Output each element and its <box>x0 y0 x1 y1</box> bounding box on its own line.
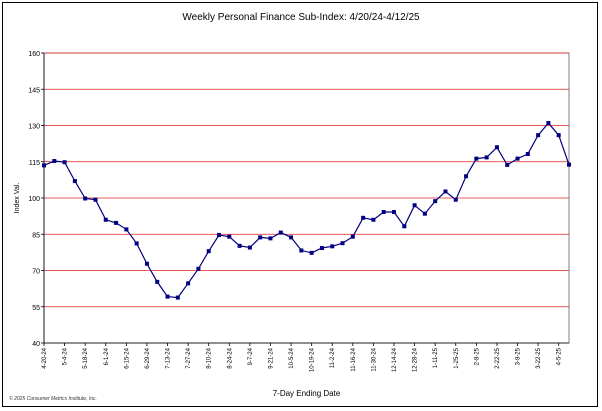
y-tick-label: 100 <box>28 196 40 203</box>
chart-frame: Weekly Personal Finance Sub-Index: 4/20/… <box>2 2 598 407</box>
x-tick-label: 1-25-25 <box>454 347 460 368</box>
data-point <box>556 133 561 138</box>
data-point <box>258 235 263 240</box>
x-tick-label: 10-19-24 <box>310 347 316 372</box>
x-tick-label: 2-22-25 <box>495 347 501 368</box>
data-point <box>268 236 273 241</box>
data-point <box>299 248 304 253</box>
data-point <box>546 121 551 126</box>
x-tick-label: 8-24-24 <box>227 347 233 368</box>
data-point <box>186 281 191 286</box>
data-point <box>206 249 211 254</box>
data-point <box>494 145 499 150</box>
data-point <box>330 244 335 249</box>
data-point <box>392 210 396 215</box>
data-point <box>72 179 77 184</box>
x-tick-label: 11-30-24 <box>371 347 377 371</box>
data-point <box>42 163 46 168</box>
x-tick-label: 9-7-24 <box>248 347 254 365</box>
data-point <box>155 279 160 284</box>
data-point <box>165 294 170 299</box>
data-point <box>402 224 407 229</box>
data-point <box>371 217 376 222</box>
data-point <box>433 199 438 204</box>
x-tick-label: 12-14-24 <box>392 347 398 372</box>
x-tick-label: 3-8-25 <box>516 347 522 365</box>
y-tick-label: 130 <box>28 124 40 131</box>
data-point <box>464 174 469 179</box>
data-point <box>175 295 180 300</box>
data-point <box>515 156 520 161</box>
line-chart: 40 55 70 85 100 115 130 145 160 4-20-24 5-4-24 5-18… <box>14 51 571 398</box>
data-point <box>525 152 530 157</box>
data-point <box>227 234 232 239</box>
x-tick-label: 6-15-24 <box>124 347 130 368</box>
data-point <box>453 197 458 202</box>
data-point <box>319 246 324 251</box>
data-point <box>381 210 386 215</box>
y-axis-label: Index Val. <box>14 183 21 214</box>
data-point <box>278 230 283 235</box>
x-tick-label: 10-5-24 <box>289 347 295 368</box>
x-tick-label: 4-20-24 <box>42 347 48 368</box>
data-point <box>52 159 57 164</box>
x-tick-label: 7-13-24 <box>166 347 172 368</box>
data-point <box>237 243 242 248</box>
x-tick-label: 11-2-24 <box>330 347 336 368</box>
data-point <box>103 217 108 222</box>
y-tick-label: 85 <box>32 232 40 239</box>
data-point <box>144 261 149 266</box>
y-tick-label: 115 <box>29 160 40 167</box>
y-tick-label: 145 <box>28 87 40 94</box>
data-point <box>505 162 510 167</box>
x-tick-label: 3-22-25 <box>536 347 542 368</box>
data-point <box>289 235 294 240</box>
data-point <box>474 156 479 161</box>
x-tick-label: 7-27-24 <box>186 347 192 368</box>
data-point <box>93 197 98 202</box>
data-point <box>83 196 88 201</box>
data-point <box>443 189 448 194</box>
y-tick-label: 55 <box>32 305 40 312</box>
data-point <box>124 227 129 232</box>
data-point <box>217 232 221 237</box>
y-tick-label: 70 <box>32 269 40 276</box>
x-tick-label: 6-29-24 <box>145 347 151 368</box>
x-tick-label: 4-5-25 <box>557 347 563 365</box>
chart-title: Weekly Personal Finance Sub-Index: 4/20/… <box>182 12 420 23</box>
x-tick-label: 6-1-24 <box>104 347 110 365</box>
data-point <box>134 241 139 246</box>
data-point <box>536 133 541 138</box>
x-tick-label: 5-4-24 <box>63 347 69 365</box>
x-tick-label: 2-8-25 <box>474 347 480 365</box>
data-point <box>361 215 366 220</box>
series-line <box>43 122 570 299</box>
data-point <box>350 234 355 239</box>
data-point <box>484 155 489 160</box>
x-tick-label: 12-28-24 <box>413 347 419 372</box>
x-tick-label: 8-10-24 <box>207 347 213 368</box>
data-point <box>196 266 201 271</box>
x-tick-label: 1-11-25 <box>433 347 439 368</box>
x-tick-label: 11-16-24 <box>351 347 357 371</box>
x-tick-label: 9-21-24 <box>268 347 274 368</box>
x-tick-label: 5-18-24 <box>83 347 89 368</box>
data-point <box>247 245 252 250</box>
data-point <box>412 203 417 208</box>
data-point <box>567 162 571 167</box>
y-tick-label: 160 <box>28 51 40 58</box>
x-axis-label: 7-Day Ending Date <box>273 389 341 398</box>
data-point <box>422 211 427 216</box>
y-tick-label: 40 <box>32 341 40 348</box>
data-point <box>114 220 119 225</box>
data-point <box>62 160 67 165</box>
copyright-text: © 2025 Consumer Metrics Institute, Inc. <box>9 396 97 402</box>
data-point <box>309 250 314 255</box>
data-point <box>340 241 345 246</box>
